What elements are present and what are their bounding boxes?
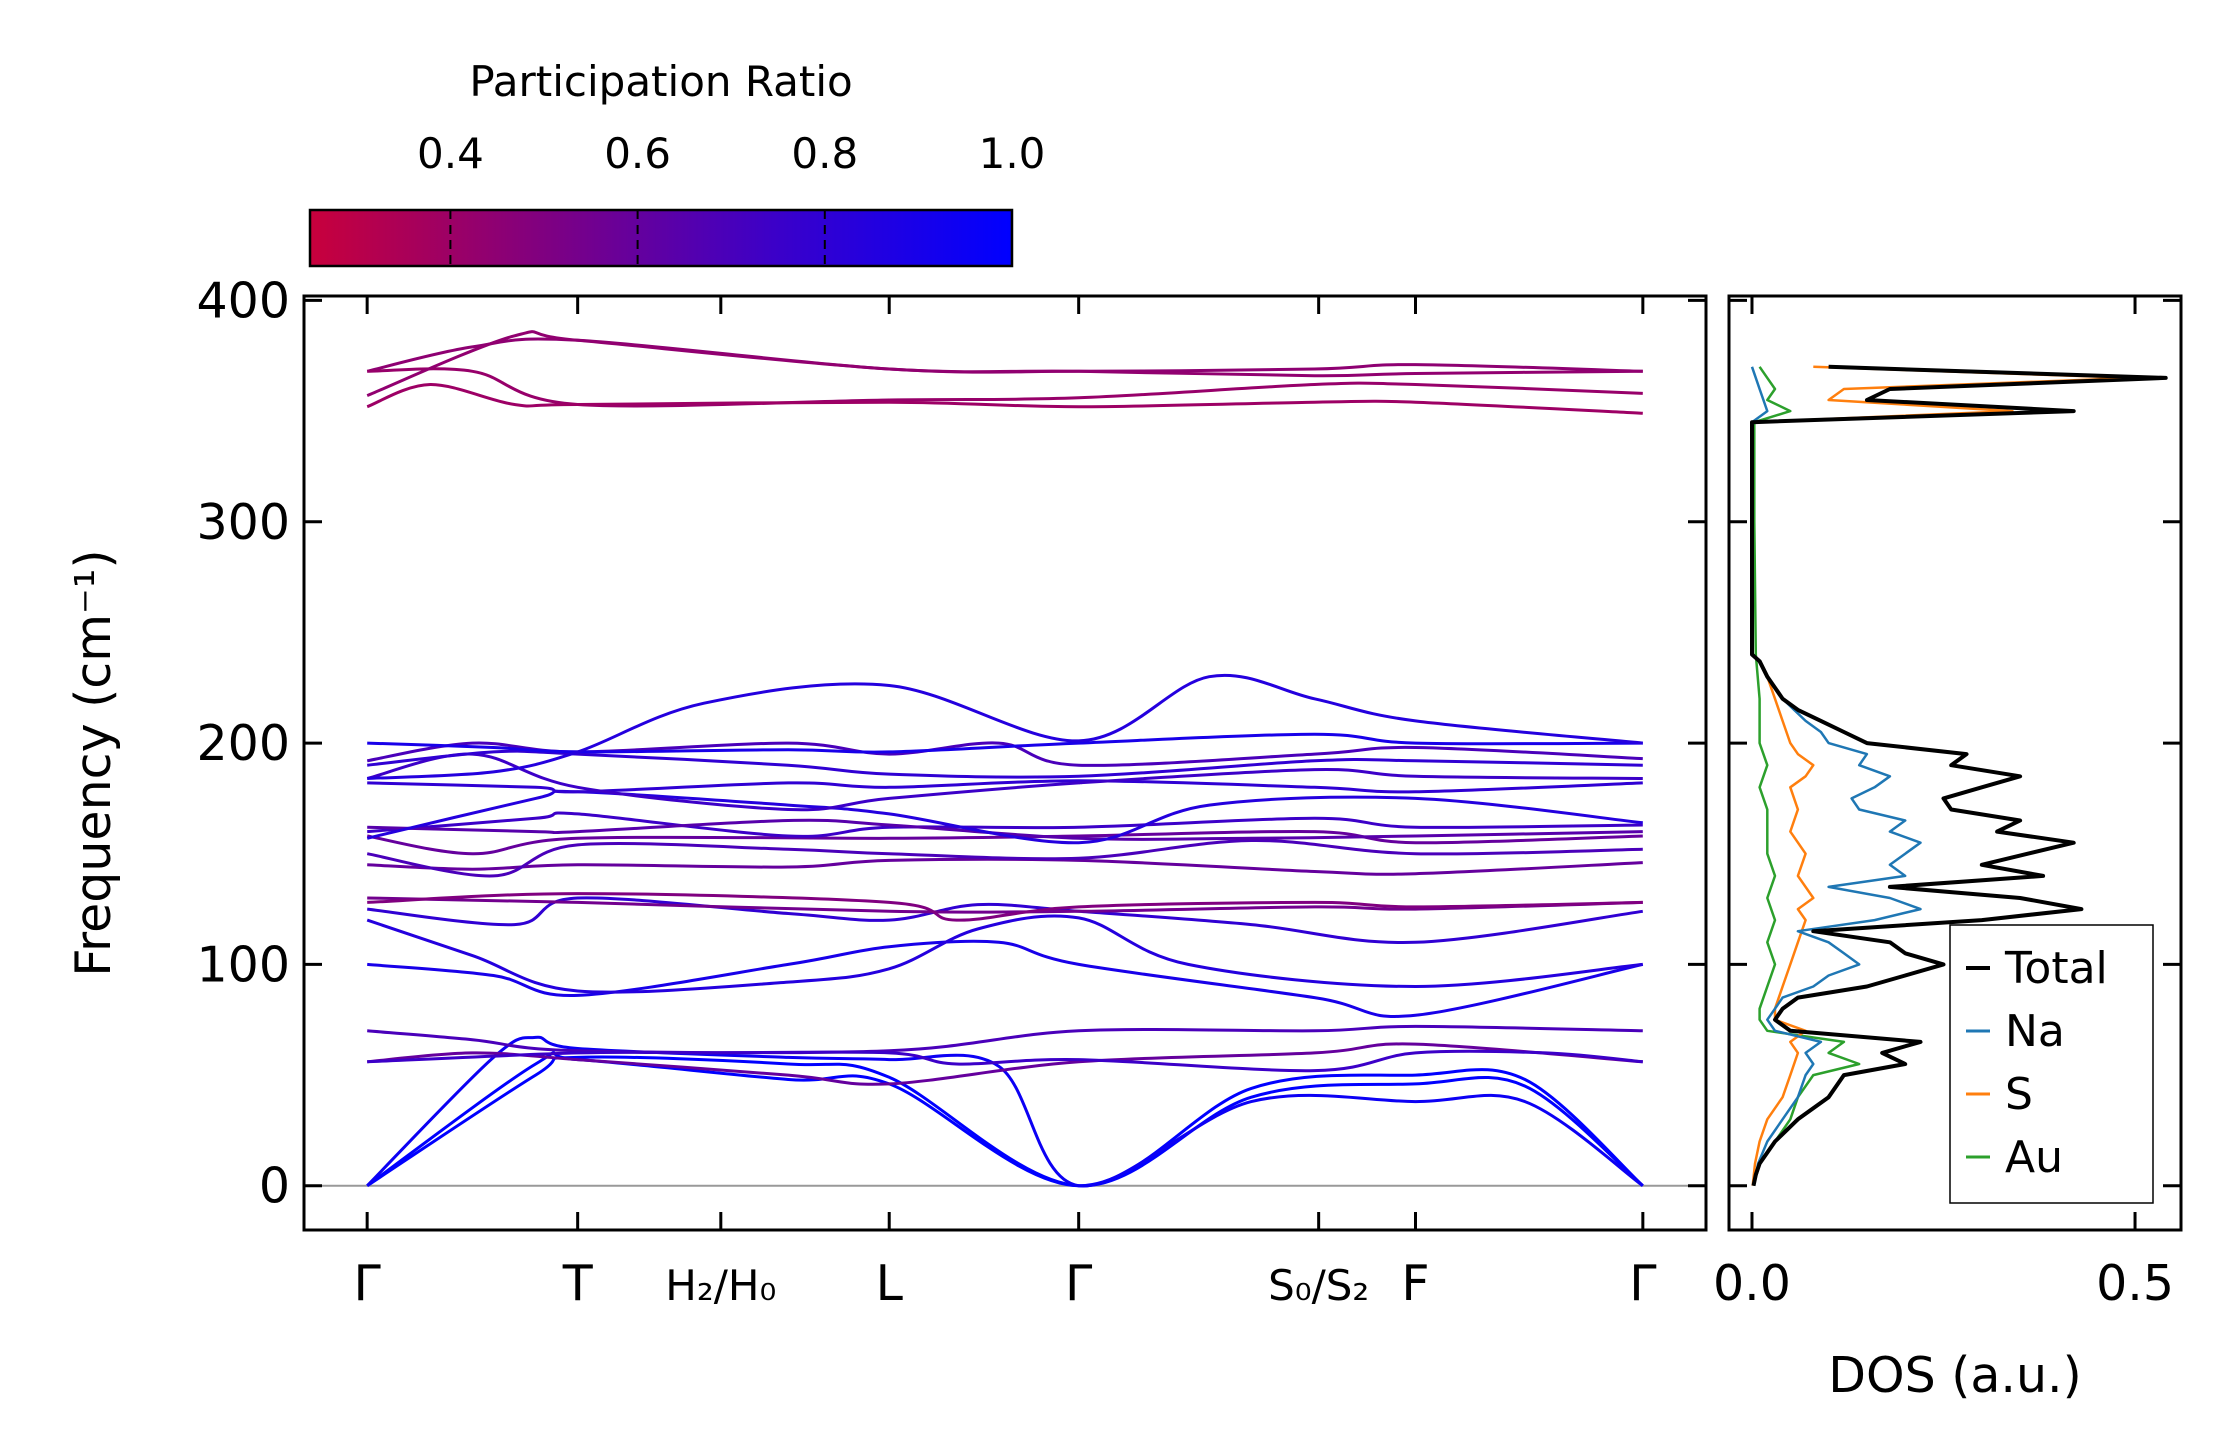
kpoint-label: T [562, 1255, 594, 1312]
dos-line-total [1750, 364, 2168, 1187]
band-line-high-2 [367, 367, 1643, 408]
band-line-b140-2 [366, 838, 1643, 878]
dos-xtick-label: 0.0 [1713, 1255, 1791, 1312]
kpoint-label: H₂/H₀ [665, 1261, 776, 1310]
band-line-b160-1 [367, 818, 1643, 841]
band-line-high-4 [366, 330, 1643, 397]
band-line-b180-1 [367, 779, 1643, 794]
kpoint-label: L [876, 1255, 904, 1312]
band-line-b100-2 [366, 914, 1643, 994]
legend: Total Na S Au [1949, 924, 2154, 1204]
dos-lines [1750, 364, 2168, 1187]
legend-label-s: S [2005, 1069, 2033, 1120]
colorbar-tick-label: 1.0 [979, 129, 1046, 178]
band-axes: 0 100 200 300 400 Γ T H₂/H₀ L Γ S₀/S₂ F Γ [196, 272, 1706, 1312]
band-line-high-1 [366, 337, 1643, 374]
dos-line-au [1752, 366, 1861, 1187]
band-line-b160-2 [366, 789, 1643, 845]
band-line-b100-3 [367, 896, 1644, 945]
band-ytick-label: 100 [196, 936, 290, 993]
colorbar-tick-label: 0.8 [791, 129, 858, 178]
y-axis-label: Frequency (cm⁻¹) [65, 549, 122, 976]
colorbar-tick-label: 0.4 [417, 129, 484, 178]
band-line-b200-1 [367, 732, 1643, 754]
kpoint-label: F [1401, 1255, 1429, 1312]
band-line-low-opt-3 [367, 1049, 1643, 1073]
band-line-acoustic-1 [366, 1055, 1644, 1188]
colorbar-title: Participation Ratio [469, 57, 852, 106]
band-axes-frame [302, 294, 1708, 1232]
colorbar-gradient [308, 208, 1014, 268]
dos-axes-frame [1727, 294, 2183, 1232]
band-line-b200-2 [367, 673, 1643, 780]
band-structure-panel: 0 100 200 300 400 Γ T H₂/H₀ L Γ S₀/S₂ F Γ Frequency … [65, 272, 1708, 1312]
band-line-b180-2 [366, 752, 1643, 812]
dos-x-axis-label: DOS (a.u.) [1828, 1347, 2081, 1404]
band-lines [304, 330, 1706, 1188]
band-ytick-label: 200 [196, 715, 290, 772]
band-line-high-3 [366, 382, 1643, 415]
dos-xtick-label: 0.5 [2096, 1255, 2174, 1312]
kpoint-label: S₀/S₂ [1268, 1261, 1369, 1310]
legend-label-au: Au [2005, 1132, 2063, 1183]
band-line-b120-1 [367, 896, 1643, 914]
band-ytick-label: 0 [259, 1158, 290, 1215]
dos-axes: 0.0 0.5 [1713, 296, 2181, 1312]
band-line-b100-1 [367, 939, 1644, 1018]
band-line-acoustic-3 [366, 1035, 1644, 1188]
legend-label-na: Na [2005, 1006, 2065, 1057]
dos-panel: 0.0 0.5 DOS (a.u.) Total Na S Au [1713, 294, 2183, 1404]
dos-line-na [1750, 366, 1922, 1186]
kpoint-label: Γ [1629, 1255, 1657, 1312]
kpoint-label: Γ [1065, 1255, 1093, 1312]
colorbar-tick-label: 0.6 [604, 129, 671, 178]
band-line-b140-1 [367, 857, 1643, 876]
kpoint-label: Γ [353, 1255, 381, 1312]
band-ytick-label: 400 [196, 272, 290, 329]
band-line-low-opt-1 [367, 1024, 1643, 1055]
band-line-b120-2 [367, 892, 1643, 922]
legend-label-total: Total [2004, 943, 2108, 994]
colorbar-ticks: 0.4 0.6 0.8 1.0 [417, 129, 1045, 266]
band-ytick-label: 300 [196, 494, 290, 551]
band-line-b190-1 [367, 749, 1643, 779]
legend-items: Total Na S Au [1966, 943, 2108, 1183]
colorbar: Participation Ratio 0.4 0.6 0.8 1.0 [308, 57, 1045, 268]
